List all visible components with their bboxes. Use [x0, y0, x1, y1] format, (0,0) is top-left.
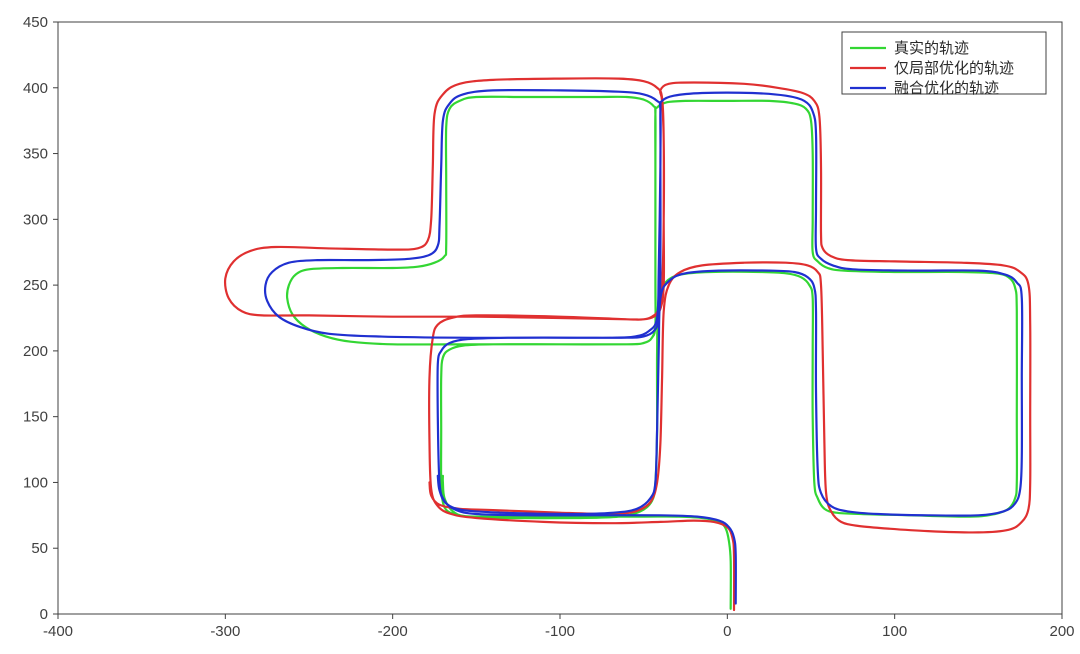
- x-tick-label: -300: [210, 623, 240, 640]
- x-tick-label: 0: [723, 623, 731, 640]
- x-tick-label: 100: [882, 623, 907, 640]
- legend-label: 仅局部优化的轨迹: [894, 60, 1014, 77]
- y-tick-label: 50: [31, 540, 48, 557]
- chart-container: { "canvas": { "width": 1080, "height": 6…: [0, 0, 1080, 654]
- y-tick-label: 350: [23, 146, 48, 163]
- legend: 真实的轨迹仅局部优化的轨迹融合优化的轨迹: [842, 32, 1046, 97]
- x-tick-label: -400: [43, 623, 73, 640]
- x-tick-label: -100: [545, 623, 575, 640]
- y-tick-label: 200: [23, 343, 48, 360]
- trajectory-chart: -400 -300 -200 -100 0 100 200 0 50 100 150 200 250 30…: [0, 0, 1080, 654]
- legend-label: 融合优化的轨迹: [894, 80, 999, 97]
- y-tick-label: 400: [23, 80, 48, 97]
- y-tick-label: 0: [40, 606, 48, 623]
- y-tick-label: 250: [23, 277, 48, 294]
- legend-label: 真实的轨迹: [894, 39, 969, 57]
- y-axis: 0 50 100 150 200 250 300 350 400 450: [23, 14, 58, 623]
- x-axis: -400 -300 -200 -100 0 100 200: [43, 614, 1075, 640]
- y-tick-label: 100: [23, 474, 48, 491]
- y-tick-label: 450: [23, 14, 48, 31]
- x-tick-label: -200: [378, 623, 408, 640]
- y-tick-label: 300: [23, 211, 48, 228]
- y-tick-label: 150: [23, 409, 48, 426]
- x-tick-label: 200: [1049, 623, 1074, 640]
